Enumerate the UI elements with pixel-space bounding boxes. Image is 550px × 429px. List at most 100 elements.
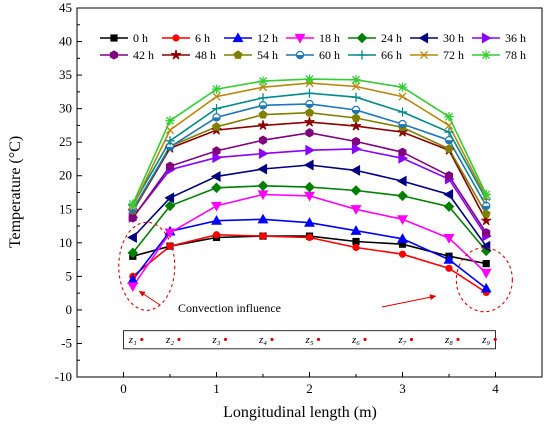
convection-arrow-right [381,294,437,308]
data-point-36h [305,144,316,156]
data-point-60h [165,142,175,152]
x-tick-label: 2 [306,381,313,396]
data-point-24h [350,185,362,196]
data-point-54h [212,122,221,131]
data-point-30h [210,170,221,182]
data-point-18h [480,268,492,279]
z-dot [177,337,181,342]
data-point-42h [444,171,454,181]
data-point-78h [481,189,491,200]
z-dot [409,337,414,342]
data-point-42h [351,136,361,147]
data-point-42h [258,135,268,145]
y-tick-label: -10 [55,369,72,384]
data-point-78h [165,116,175,126]
data-point-12h [211,215,222,225]
data-point-36h [212,152,223,164]
z-label: z₃ [211,334,220,346]
data-point-78h [128,199,138,209]
data-point-72h [398,92,407,101]
data-point-30h [164,192,175,204]
data-point-66h [304,88,315,98]
data-point-12h [443,253,455,264]
data-point-42h [398,147,407,157]
y-tick-label: 35 [59,67,72,82]
y-tick-label: 45 [59,0,72,15]
data-point-60h [444,135,454,145]
legend: 0 h 6 h 12 h 18 h 24 h 30 h 36 h 42 h 48 h 54 h 60… [100,31,526,62]
data-point-72h [258,83,268,92]
data-point-12h [480,282,492,293]
data-point-30h [127,231,137,243]
annotations: Convection influence z₁ z₂ z₃ z₄ z₅ z₆ z₇ z₈ z₉ [118,221,513,350]
legend-label: 54 h [257,48,278,62]
data-point-30h [350,164,361,176]
data-point-6h [352,243,360,252]
data-point-78h [211,84,222,94]
data-point-42h [482,228,491,238]
data-point-66h [165,136,175,146]
x-tick-label: 0 [120,381,127,396]
legend-marker [356,32,368,44]
data-point-60h [398,119,407,129]
y-tick-label: 40 [59,34,72,49]
data-point-0h [398,240,407,248]
legend-marker [294,33,306,44]
data-point-24h [443,201,455,212]
y-tick-label: 30 [59,101,72,116]
z-label: z₅ [304,334,313,346]
data-point-24h [257,180,269,192]
legend-marker [233,50,243,59]
legend-marker [418,32,429,44]
legend-label: 6 h [195,31,210,45]
data-point-24h [397,190,408,202]
y-tick-label: -5 [61,335,72,350]
legend-marker [419,50,429,60]
data-point-60h [305,99,314,109]
data-point-18h [127,282,139,293]
data-point-60h [258,101,268,110]
legend-label: 78 h [505,48,526,62]
data-point-72h [212,92,221,101]
data-point-78h [304,74,315,84]
legend-label: 0 h [133,31,148,45]
data-point-6h [445,264,453,272]
data-point-66h [444,127,454,137]
z-dot [316,337,321,342]
y-tick-label: 25 [59,134,72,149]
data-point-42h [212,146,221,156]
legend-marker [481,50,491,60]
data-point-24h [164,200,176,212]
z-label: z₂ [165,334,174,346]
legend-label: 30 h [443,31,464,45]
y-tick-label: 5 [66,268,73,283]
data-point-18h [211,201,222,212]
z-label: z₈ [444,334,453,346]
data-point-48h [397,126,408,137]
legend-label: 18 h [319,31,340,45]
data-point-36h [351,143,362,155]
y-tick-label: 0 [66,302,73,317]
data-point-6h [259,232,267,240]
data-point-48h [304,116,315,127]
x-tick-label: 1 [213,381,220,396]
legend-label: 60 h [319,48,340,62]
data-point-72h [351,82,361,91]
z-dot [223,337,228,342]
y-tick-label: 20 [59,168,72,183]
data-point-48h [350,120,362,131]
data-point-6h [398,250,407,258]
data-point-48h [481,215,492,226]
data-point-72h [165,126,175,135]
series-markers [127,74,492,297]
convection-ellipse-left [118,221,176,311]
data-point-78h [444,112,454,122]
data-point-18h [350,205,362,215]
x-tick-label: 4 [492,381,499,396]
data-point-54h [258,109,268,119]
y-tick-label: 15 [59,201,72,216]
data-point-72h [444,121,454,130]
data-point-6h [305,233,314,242]
y-tick-label: 10 [59,235,72,250]
